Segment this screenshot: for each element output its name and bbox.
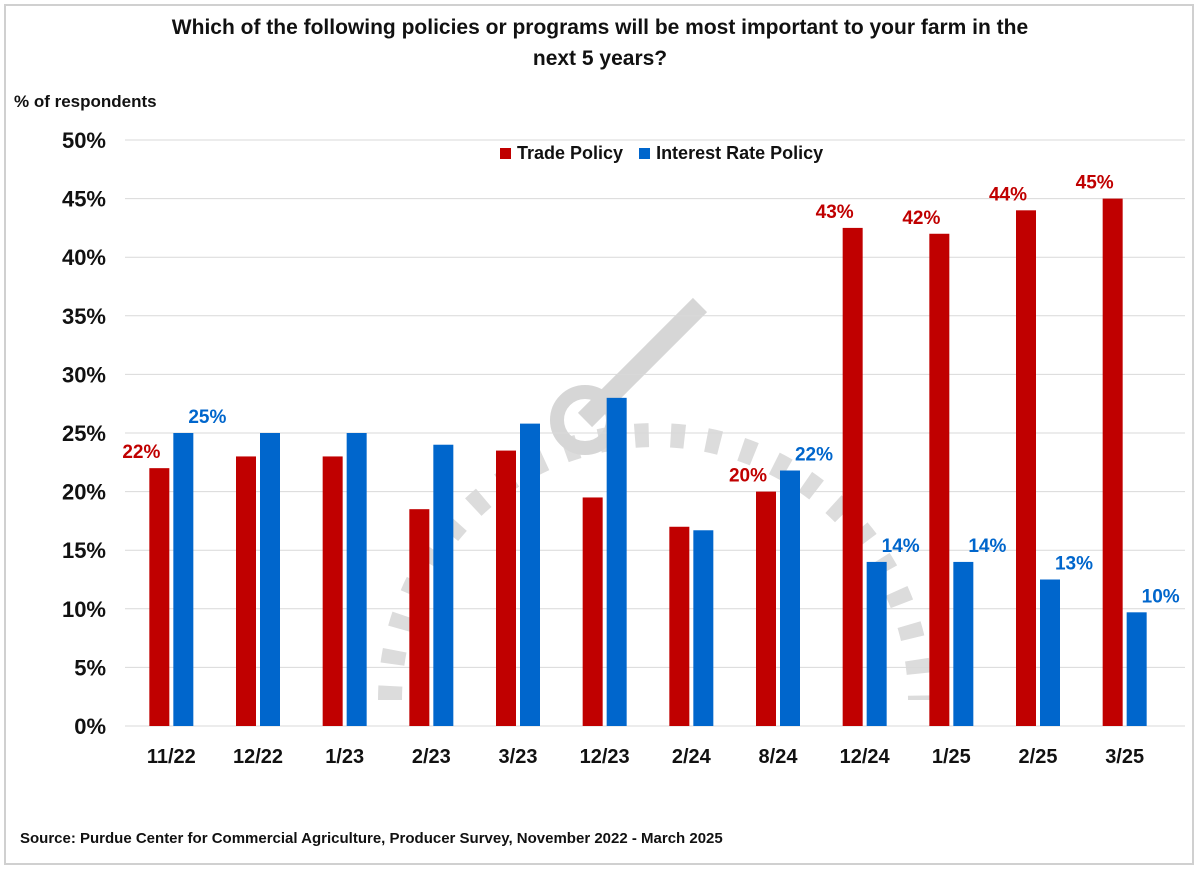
x-tick-label: 2/25 (1019, 746, 1058, 768)
data-label: 14% (882, 536, 920, 557)
y-tick-label: 20% (62, 480, 106, 505)
x-tick-label: 1/25 (932, 746, 971, 768)
data-label: 45% (1076, 173, 1114, 194)
y-tick-label: 50% (62, 128, 106, 153)
x-tick-label: 3/25 (1105, 746, 1144, 768)
y-tick-label: 45% (62, 187, 106, 212)
data-label: 13% (1055, 554, 1093, 575)
bar-interest (866, 561, 887, 726)
bar-interest (693, 530, 714, 726)
y-tick-label: 40% (62, 245, 106, 270)
legend-item-interest: Interest Rate Policy (639, 143, 823, 164)
bar-trade (582, 497, 603, 726)
bar-trade (756, 491, 776, 726)
x-tick-label: 2/24 (672, 746, 712, 768)
chart-frame (4, 4, 1194, 865)
bar-interest (1126, 612, 1147, 726)
legend: Trade Policy Interest Rate Policy (500, 143, 823, 164)
bar-trade (669, 526, 690, 726)
bar-interest (606, 397, 627, 726)
bar-interest (953, 561, 974, 726)
bar-interest (780, 470, 800, 726)
data-label: 43% (816, 202, 854, 223)
y-tick-label: 35% (62, 304, 106, 329)
data-label: 22% (122, 442, 160, 463)
bar-interest (433, 444, 454, 726)
source-note: Source: Purdue Center for Commercial Agr… (20, 830, 723, 847)
data-label: 22% (795, 445, 833, 466)
data-label: 20% (729, 466, 767, 487)
bar-interest (346, 433, 367, 726)
bar-interest (173, 433, 194, 726)
bar-trade (496, 450, 516, 726)
bar-trade (236, 456, 256, 726)
x-tick-label: 12/23 (580, 746, 630, 768)
x-tick-label: 12/22 (233, 746, 283, 768)
y-tick-label: 30% (62, 362, 106, 387)
x-tick-label: 11/22 (147, 746, 196, 768)
data-label: 44% (989, 184, 1027, 205)
data-label: 10% (1142, 586, 1180, 607)
legend-label: Trade Policy (517, 143, 624, 163)
y-tick-label: 5% (74, 655, 106, 680)
bar-trade (409, 509, 430, 726)
bar-interest (260, 433, 280, 726)
bar-trade (1102, 198, 1123, 727)
y-tick-label: 10% (62, 597, 106, 622)
bar-trade (929, 233, 950, 726)
y-tick-label: 25% (62, 421, 106, 446)
x-tick-label: 2/23 (412, 746, 451, 768)
legend-swatch (500, 148, 511, 159)
legend-swatch (639, 148, 651, 159)
x-tick-label: 3/23 (499, 746, 538, 768)
x-tick-label: 8/24 (759, 746, 799, 768)
y-tick-label: 0% (74, 714, 106, 739)
data-label: 25% (188, 407, 226, 428)
bar-interest (520, 423, 540, 726)
y-tick-label: 15% (62, 538, 106, 563)
bar-trade (842, 227, 863, 726)
bar-trade (149, 468, 170, 726)
data-label: 42% (902, 208, 940, 229)
x-tick-label: 12/24 (840, 746, 891, 768)
x-tick-label: 1/23 (325, 746, 364, 768)
y-axis-label: % of respondents (14, 92, 157, 111)
bar-trade (1016, 210, 1036, 726)
legend-label: Interest Rate Policy (656, 143, 824, 163)
chart-title: Which of the following policies or progr… (171, 16, 1029, 70)
legend-item-trade: Trade Policy (500, 143, 623, 164)
data-label: 14% (968, 536, 1006, 557)
bar-trade (322, 456, 343, 726)
watermark-gauge (378, 423, 932, 701)
bar-interest (1040, 579, 1060, 726)
